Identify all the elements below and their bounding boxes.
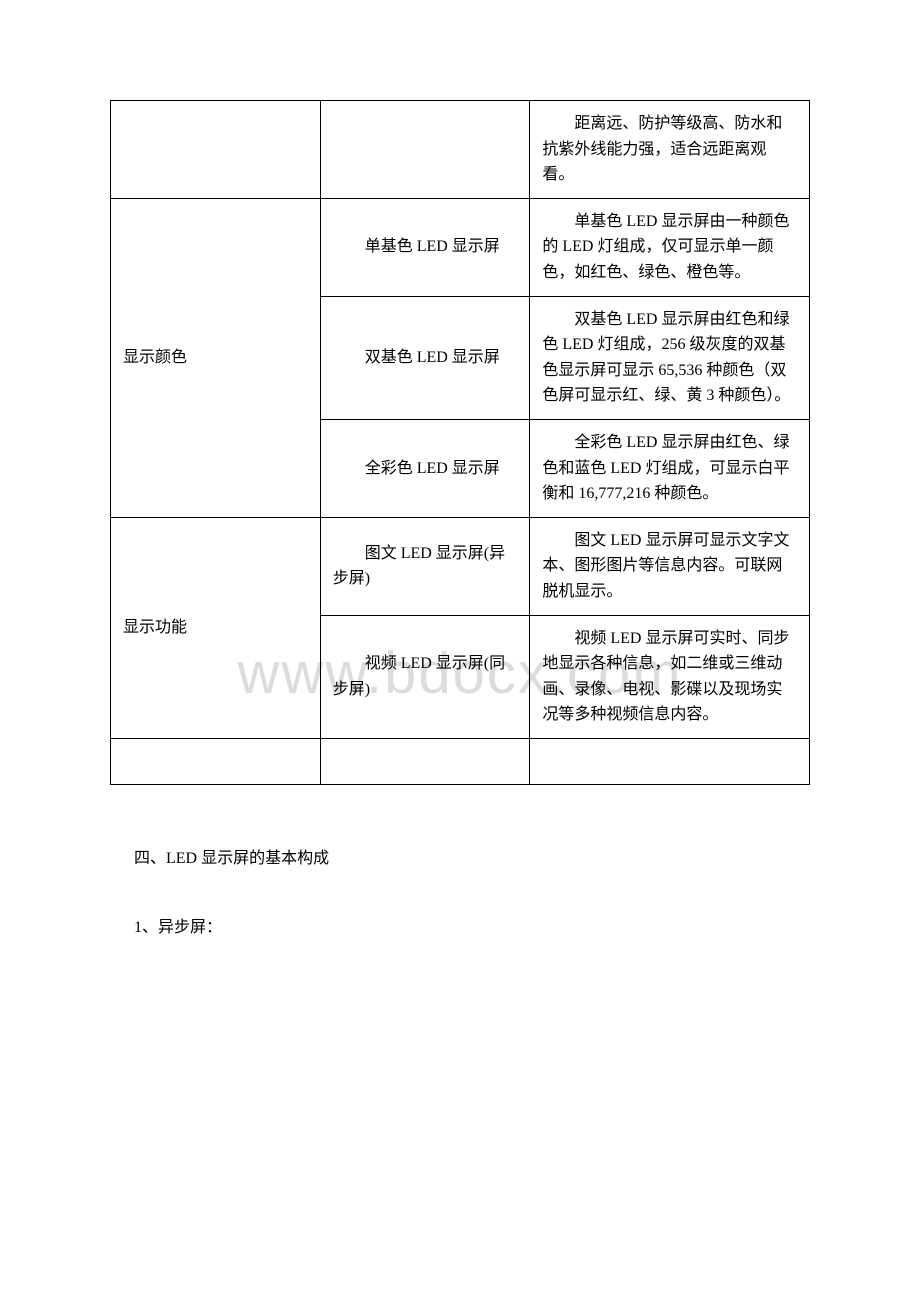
type-cell: [320, 101, 530, 199]
desc-cell: 单基色 LED 显示屏由一种颜色的 LED 灯组成，仅可显示单一颜色，如红色、绿…: [530, 198, 810, 296]
page-container: 距离远、防护等级高、防水和抗紫外线能力强，适合远距离观看。显示颜色单基色 LED…: [0, 0, 920, 1003]
category-cell: 显示颜色: [111, 198, 321, 517]
type-cell: 图文 LED 显示屏(异步屏): [320, 517, 530, 615]
desc-cell: [530, 738, 810, 785]
table-row: 显示颜色单基色 LED 显示屏单基色 LED 显示屏由一种颜色的 LED 灯组成…: [111, 198, 810, 296]
category-cell: [111, 738, 321, 785]
desc-cell: 全彩色 LED 显示屏由红色、绿色和蓝色 LED 灯组成，可显示白平衡和 16,…: [530, 419, 810, 517]
type-cell: [320, 738, 530, 785]
category-cell: [111, 101, 321, 199]
type-cell: 视频 LED 显示屏(同步屏): [320, 615, 530, 738]
table-body: 距离远、防护等级高、防水和抗紫外线能力强，适合远距离观看。显示颜色单基色 LED…: [111, 101, 810, 785]
led-classification-table: 距离远、防护等级高、防水和抗紫外线能力强，适合远距离观看。显示颜色单基色 LED…: [110, 100, 810, 785]
sub-item-1: 1、异步屏：: [110, 914, 810, 943]
table-row: 距离远、防护等级高、防水和抗紫外线能力强，适合远距离观看。: [111, 101, 810, 199]
type-cell: 全彩色 LED 显示屏: [320, 419, 530, 517]
type-cell: 双基色 LED 显示屏: [320, 296, 530, 419]
desc-cell: 双基色 LED 显示屏由红色和绿色 LED 灯组成，256 级灰度的双基色显示屏…: [530, 296, 810, 419]
section-heading-4: 四、LED 显示屏的基本构成: [110, 845, 810, 874]
table-row: [111, 738, 810, 785]
desc-cell: 视频 LED 显示屏可实时、同步地显示各种信息，如二维或三维动画、录像、电视、影…: [530, 615, 810, 738]
desc-cell: 图文 LED 显示屏可显示文字文本、图形图片等信息内容。可联网脱机显示。: [530, 517, 810, 615]
category-cell: 显示功能: [111, 517, 321, 738]
desc-cell: 距离远、防护等级高、防水和抗紫外线能力强，适合远距离观看。: [530, 101, 810, 199]
type-cell: 单基色 LED 显示屏: [320, 198, 530, 296]
table-row: 显示功能图文 LED 显示屏(异步屏)图文 LED 显示屏可显示文字文本、图形图…: [111, 517, 810, 615]
